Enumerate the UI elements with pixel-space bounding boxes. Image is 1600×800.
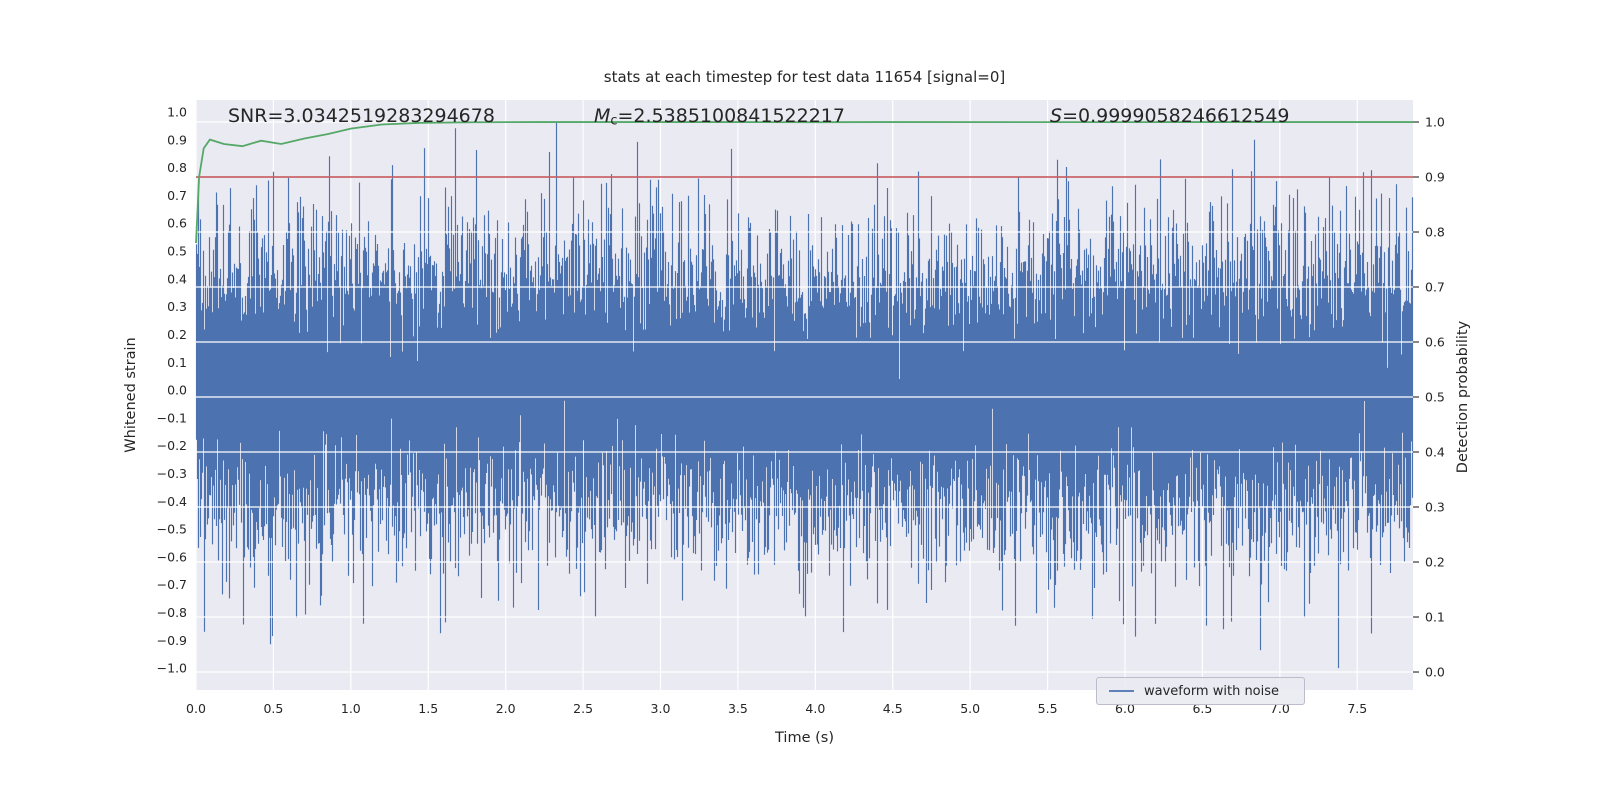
x-tick-label: 1.5 [418, 701, 438, 716]
annotation-s-value: =0.9999058246612549 [1062, 105, 1290, 127]
annotation-significance: S=0.9999058246612549 [1050, 105, 1290, 127]
y-tick-label-left: 0.6 [167, 216, 187, 231]
y-tick-label-left: 0.0 [167, 383, 187, 398]
x-tick-label: 3.0 [651, 701, 671, 716]
annotation-mc-sub: c [610, 113, 618, 129]
legend-label: waveform with noise [1144, 683, 1280, 699]
y-tick-label-right: 0.0 [1425, 665, 1445, 680]
detection-probability-line [195, 121, 1413, 244]
y-tick-label-right: 0.1 [1425, 610, 1445, 625]
y-axis-label-right: Detection probability [1455, 320, 1471, 474]
y-tick-label-right: 0.9 [1425, 170, 1445, 185]
y-tick-label-left: 0.2 [167, 327, 187, 342]
x-axis-label: Time (s) [775, 730, 834, 746]
y-tick-label-left: −0.1 [157, 410, 187, 425]
y-tick-label-right: 0.7 [1425, 280, 1445, 295]
y-tick-label-left: −0.2 [157, 438, 187, 453]
legend-line-swatch [1109, 690, 1134, 692]
y-tick-label-left: 0.1 [167, 355, 187, 370]
annotation-mc-value: =2.5385100841522217 [617, 105, 845, 127]
y-tick-label-left: 0.4 [167, 271, 187, 286]
y-tick-label-left: −0.6 [157, 549, 187, 564]
y-tick-label-left: 0.7 [167, 188, 187, 203]
y-tick-label-right: 0.4 [1425, 445, 1445, 460]
y-tick-label-right: 0.5 [1425, 390, 1445, 405]
y-tick-label-left: 0.8 [167, 160, 187, 175]
y-tick-label-left: 0.9 [167, 132, 187, 147]
annotation-chirp-mass: Mc=2.5385100841522217 [594, 105, 845, 128]
y-tick-label-right: 0.6 [1425, 335, 1445, 350]
x-tick-label: 2.0 [496, 701, 516, 716]
annotation-mc-var: M [594, 105, 611, 127]
x-tick-label: 3.5 [728, 701, 748, 716]
x-tick-label: 1.0 [341, 701, 361, 716]
legend: waveform with noise [1096, 677, 1305, 705]
y-tick-label-right: 1.0 [1425, 115, 1445, 130]
y-tick-label-left: −0.4 [157, 494, 187, 509]
y-tick-label-left: 1.0 [167, 105, 187, 120]
annotation-snr: SNR=3.0342519283294678 [228, 105, 495, 127]
x-tick-label: 0.5 [263, 701, 283, 716]
y-tick-label-left: 0.5 [167, 244, 187, 259]
y-axis-label-left: Whitened strain [123, 337, 139, 453]
x-tick-label: 2.5 [573, 701, 593, 716]
x-tick-label: 4.0 [805, 701, 825, 716]
annotation-s-var: S [1050, 105, 1063, 127]
x-tick-label: 5.5 [1038, 701, 1058, 716]
y-tick-label-right: 0.2 [1425, 555, 1445, 570]
y-tick-label-left: −0.3 [157, 466, 187, 481]
x-tick-label: 7.5 [1347, 701, 1367, 716]
y-tick-label-right: 0.8 [1425, 225, 1445, 240]
y-tick-label-right: 0.3 [1425, 500, 1445, 515]
chart-title: stats at each timestep for test data 116… [603, 68, 1006, 86]
y-tick-label-left: −0.8 [157, 605, 187, 620]
x-tick-label: 4.5 [883, 701, 903, 716]
y-tick-label-left: −0.5 [157, 522, 187, 537]
y-tick-label-left: −1.0 [157, 661, 187, 676]
annotation-snr-text: SNR=3.0342519283294678 [228, 105, 495, 127]
y-tick-label-left: −0.9 [157, 633, 187, 648]
x-tick-label: 0.0 [186, 701, 206, 716]
y-tick-label-left: 0.3 [167, 299, 187, 314]
x-tick-label: 5.0 [960, 701, 980, 716]
y-tick-label-left: −0.7 [157, 577, 187, 592]
